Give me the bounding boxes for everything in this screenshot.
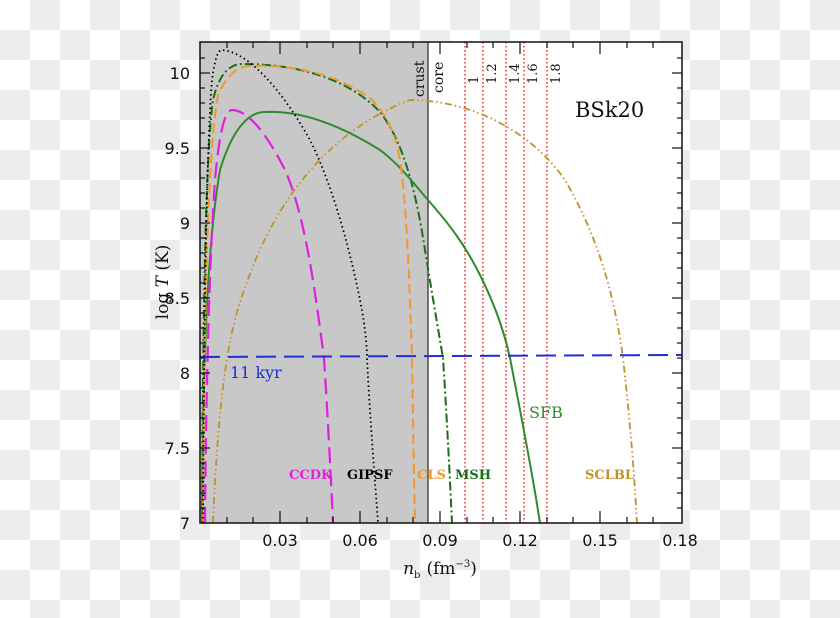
isochrone-11kyr — [199, 354, 683, 358]
y-axis-unit: (K) — [153, 245, 173, 276]
x-tick-label: 0.18 — [662, 531, 698, 550]
mass-label-1.4: 1.4 — [508, 63, 523, 84]
y-tick-label: 7.5 — [165, 439, 190, 458]
label-msh: MSH — [455, 468, 491, 483]
x-axis-subscript: b — [414, 570, 420, 581]
series-sclbl — [212, 99, 638, 524]
y-axis-symbol: T — [153, 274, 173, 287]
y-ticks — [200, 57, 682, 509]
mass-label-1.2: 1.2 — [485, 63, 500, 84]
mass-label-1.8: 1.8 — [549, 63, 564, 84]
mass-label-1: 1 — [467, 76, 482, 84]
x-tick-label: 0.06 — [342, 531, 378, 550]
y-tick-label: 8 — [180, 364, 190, 383]
series-gipsf — [202, 49, 379, 524]
model-label: BSk20 — [575, 98, 644, 122]
label-ccdk: CCDK — [289, 468, 333, 483]
y-axis-title: log T (K) — [153, 245, 173, 320]
label-sfb: SFB — [529, 403, 563, 422]
x-tick-label: 0.03 — [262, 531, 298, 550]
x-axis-exponent: −3 — [456, 559, 471, 570]
series-cls — [202, 64, 416, 524]
y-tick-label: 10 — [170, 64, 190, 83]
label-sclbl: SCLBL — [585, 468, 634, 483]
y-tick-label: 8.5 — [165, 289, 190, 308]
isochrone-label: 11 kyr — [230, 363, 282, 382]
x-tick-label: 0.15 — [582, 531, 618, 550]
y-tick-labels: 10 9.5 9 8.5 8 7.5 7 — [165, 64, 190, 533]
y-tick-label: 9.5 — [165, 139, 190, 158]
crust-region — [200, 42, 428, 523]
series-ccdk — [203, 108, 335, 524]
label-gipsf: GIPSF — [347, 468, 393, 483]
x-tick-label: 0.12 — [502, 531, 538, 550]
x-axis-unit: (fm — [426, 559, 455, 579]
core-label: core — [431, 62, 447, 93]
series-labels: CCDK GIPSF CLS MSH SCLBL — [289, 468, 634, 483]
x-ticks — [226, 42, 654, 523]
label-cls: CLS — [417, 468, 446, 483]
crust-label: crust — [412, 60, 428, 97]
y-axis-log: log — [153, 287, 173, 319]
y-tick-label: 7 — [180, 514, 190, 533]
x-tick-label: 0.09 — [422, 531, 458, 550]
x-axis-close: ) — [470, 559, 477, 579]
mass-label-1.6: 1.6 — [526, 63, 541, 84]
y-tick-label: 9 — [180, 214, 190, 233]
x-axis-symbol: n — [403, 559, 414, 579]
x-tick-labels: 0.03 0.06 0.09 0.12 0.15 0.18 — [262, 531, 698, 550]
x-axis-title: nb (fm−3) — [403, 559, 477, 581]
